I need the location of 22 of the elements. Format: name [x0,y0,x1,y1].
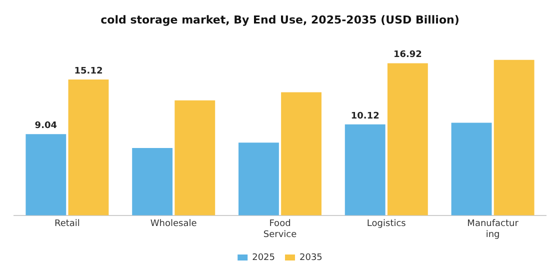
chart-title: cold storage market, By End Use, 2025-2035 (USD Billion) [100,13,460,26]
bar [494,60,534,216]
legend-label: 2025 [252,252,275,263]
bar [281,92,322,216]
x-tick-label: Logistics [366,219,406,230]
bar [68,79,109,216]
x-tick-label: Retail [54,219,80,230]
legend-label: 2035 [300,252,322,263]
data-label: 9.04 [34,120,58,131]
x-tick-label: Manufacturing [467,219,519,240]
bar [26,134,66,216]
bar [451,122,492,216]
bar [238,142,279,216]
data-label: 15.12 [74,66,103,76]
bar [387,63,428,216]
bar [344,124,386,216]
x-tick-label: Wholesale [150,219,198,230]
bar [132,148,173,216]
x-tick-label: Food Service [263,219,298,240]
data-label: 16.92 [393,50,422,60]
bar [174,100,216,216]
data-label: 10.12 [350,111,380,122]
